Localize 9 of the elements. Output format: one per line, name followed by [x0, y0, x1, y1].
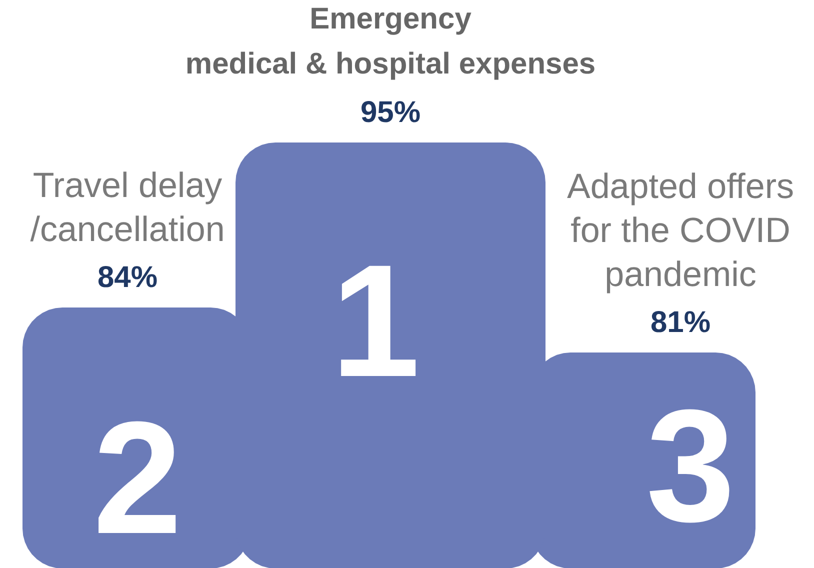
category-label: Emergency medical & hospital expenses: [185, 2, 596, 80]
text: 2: [93, 388, 182, 567]
data-label: 84%: [97, 261, 158, 294]
text: 1: [331, 231, 420, 410]
category-label: Adapted offers for the COVID pandemic: [566, 167, 794, 294]
data-label: 95%: [360, 96, 421, 129]
data-label: 81%: [650, 306, 711, 339]
text: 3: [646, 376, 735, 555]
category-label: Travel delay /cancellation: [30, 166, 225, 249]
